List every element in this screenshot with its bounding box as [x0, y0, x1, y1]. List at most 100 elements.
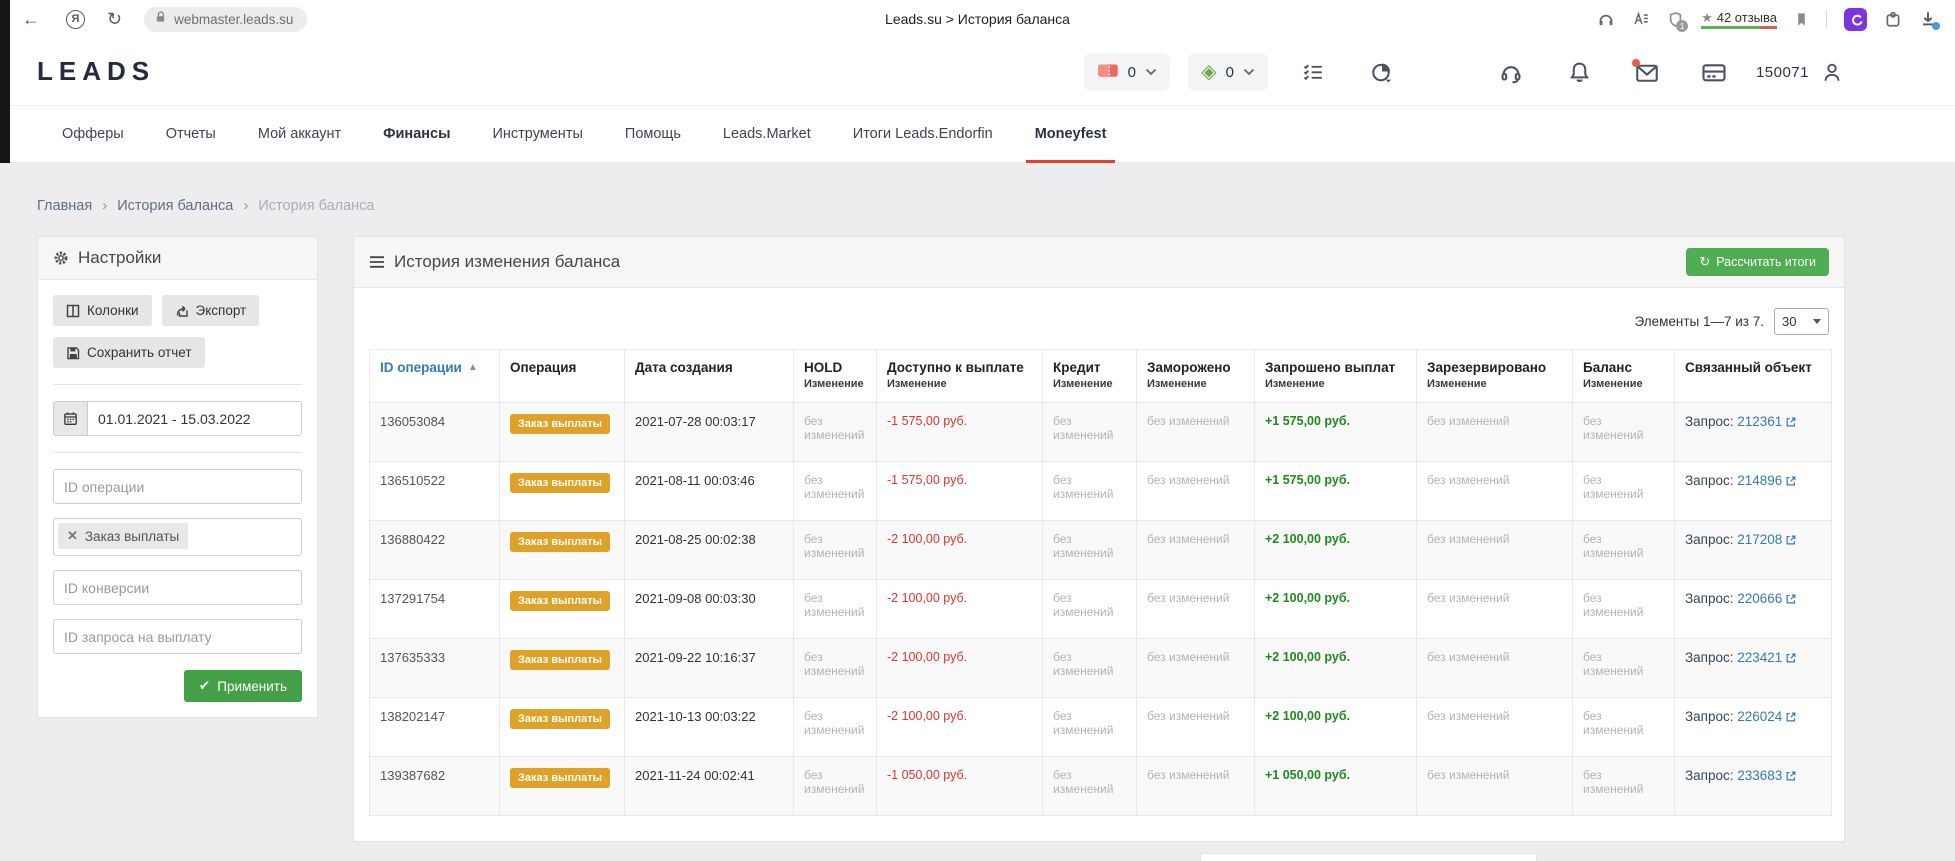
nav-item-moneyfest[interactable]: Moneyfest	[1014, 106, 1128, 162]
operation-type-tag[interactable]: ✕ Заказ выплаты	[58, 523, 188, 549]
request-link[interactable]: 217208	[1737, 532, 1782, 547]
breadcrumb-separator: ›	[243, 197, 248, 214]
nav-item-endorfin[interactable]: Итоги Leads.Endorfin	[832, 106, 1014, 162]
downloads-icon[interactable]	[1919, 10, 1937, 28]
address-bar[interactable]: webmaster.leads.su	[144, 7, 307, 32]
nav-item-help[interactable]: Помощь	[604, 106, 702, 162]
wallet-icon	[1097, 61, 1119, 84]
check-icon: ✔	[199, 678, 210, 694]
external-link-icon[interactable]	[1785, 534, 1797, 546]
breadcrumb: Главная › История баланса › История бала…	[37, 197, 1955, 214]
external-link-icon[interactable]	[1785, 475, 1797, 487]
save-report-button[interactable]: Сохранить отчет	[53, 337, 205, 368]
purple-extension-icon[interactable]	[1844, 8, 1867, 31]
col-related-object: Связанный объект	[1675, 350, 1832, 403]
remove-tag-icon[interactable]: ✕	[67, 528, 78, 544]
nav-item-account[interactable]: Мой аккаунт	[237, 106, 362, 162]
bonus-count: 0	[1226, 64, 1234, 81]
download-progress-dot	[1932, 22, 1940, 30]
table-row: 136880422 Заказ выплаты 2021-08-25 00:02…	[370, 521, 1832, 580]
date-range-input[interactable]	[88, 402, 301, 435]
recalculate-button[interactable]: ↻ Рассчитать итоги	[1686, 248, 1829, 276]
refresh-icon: ↻	[1699, 254, 1710, 270]
table-row: 137291754 Заказ выплаты 2021-09-08 00:03…	[370, 580, 1832, 639]
extensions-icon[interactable]	[1884, 10, 1902, 28]
request-link[interactable]: 214896	[1737, 473, 1782, 488]
bookmark-icon[interactable]	[1794, 11, 1809, 28]
sort-asc-icon[interactable]: ▲	[468, 362, 478, 373]
balance-history-table: ID операции▲ Операция Дата создания HOLD…	[369, 349, 1832, 816]
checklist-icon[interactable]	[1301, 61, 1325, 83]
col-operation-id[interactable]: ID операции▲	[370, 350, 500, 403]
headphones-icon[interactable]	[1597, 10, 1615, 28]
user-menu[interactable]: 150071	[1756, 61, 1843, 84]
request-link[interactable]: 212361	[1737, 414, 1782, 429]
chevron-down-icon	[1145, 68, 1157, 76]
page-title: История изменения баланса	[394, 252, 620, 272]
table-row: 137635333 Заказ выплаты 2021-09-22 10:16…	[370, 639, 1832, 698]
columns-icon	[66, 304, 80, 318]
list-icon	[369, 255, 385, 269]
export-icon	[175, 304, 189, 318]
balance-history-panel: История изменения баланса ↻ Рассчитать и…	[353, 236, 1845, 842]
leads-logo[interactable]: LEADS	[37, 56, 155, 87]
support-headset-icon[interactable]	[1499, 60, 1523, 84]
messages-icon[interactable]	[1635, 62, 1659, 83]
page-content: Главная › История баланса › История бала…	[0, 163, 1955, 842]
external-link-icon[interactable]	[1785, 416, 1797, 428]
back-icon[interactable]: ←	[22, 10, 40, 28]
date-range-picker[interactable]	[53, 401, 302, 436]
nav-item-leads-market[interactable]: Leads.Market	[702, 106, 832, 162]
settings-panel-header: Настройки	[38, 237, 317, 280]
operation-badge: Заказ выплаты	[510, 709, 610, 729]
page-size-select[interactable]: 30	[1774, 308, 1829, 335]
star-icon: ★	[1701, 10, 1713, 26]
balance-history-header: История изменения баланса ↻ Рассчитать и…	[354, 237, 1844, 288]
request-link[interactable]: 220666	[1737, 591, 1782, 606]
nav-item-reports[interactable]: Отчеты	[145, 106, 237, 162]
tickets-counter[interactable]: 0	[1084, 53, 1170, 91]
export-button[interactable]: Экспорт	[162, 295, 260, 326]
external-link-icon[interactable]	[1785, 593, 1797, 605]
operation-id-input[interactable]	[53, 469, 302, 504]
col-operation: Операция	[500, 350, 625, 403]
request-link[interactable]: 223421	[1737, 650, 1782, 665]
next-panel-edge	[1200, 853, 1537, 861]
external-link-icon[interactable]	[1785, 652, 1797, 664]
yandex-browser-icon[interactable]: Я	[66, 10, 85, 29]
request-link[interactable]: 226024	[1737, 709, 1782, 724]
breadcrumb-home[interactable]: Главная	[37, 198, 92, 214]
nav-item-tools[interactable]: Инструменты	[471, 106, 603, 162]
settings-title: Настройки	[78, 248, 161, 268]
pie-chart-icon[interactable]	[1370, 61, 1393, 83]
external-link-icon[interactable]	[1785, 770, 1797, 782]
external-link-icon[interactable]	[1785, 711, 1797, 723]
col-hold: HOLDИзменение	[794, 350, 877, 403]
reviews-widget[interactable]: ★ 42 отзыва	[1701, 10, 1777, 29]
breadcrumb-balance-history[interactable]: История баланса	[117, 198, 233, 214]
nav-item-offers[interactable]: Офферы	[41, 106, 145, 162]
table-row: 136053084 Заказ выплаты 2021-07-28 00:03…	[370, 403, 1832, 462]
payout-request-id-input[interactable]	[53, 619, 302, 654]
request-link[interactable]: 233683	[1737, 768, 1782, 783]
screen-edge-strip	[0, 0, 10, 163]
reader-mode-icon[interactable]	[1632, 10, 1650, 28]
conversion-id-input[interactable]	[53, 570, 302, 605]
notifications-bell-icon[interactable]	[1568, 60, 1591, 84]
refresh-icon[interactable]: ↻	[107, 10, 122, 28]
operation-type-filter[interactable]: ✕ Заказ выплаты	[53, 518, 302, 556]
settings-gear-icon	[53, 250, 69, 266]
divider	[53, 452, 302, 453]
nav-item-finances[interactable]: Финансы	[362, 106, 471, 162]
url-text: webmaster.leads.su	[174, 12, 293, 27]
breadcrumb-separator: ›	[102, 197, 107, 214]
protect-icon[interactable]: 1	[1667, 11, 1684, 28]
bonus-counter[interactable]: ◈ 0	[1188, 53, 1268, 91]
billing-card-icon[interactable]	[1701, 62, 1727, 83]
app-header: LEADS 0 ◈ 0	[0, 38, 1955, 106]
columns-button[interactable]: Колонки	[53, 295, 152, 326]
apply-button[interactable]: ✔ Применить	[184, 670, 302, 702]
tickets-count: 0	[1128, 64, 1136, 81]
user-id: 150071	[1756, 64, 1809, 81]
diamond-icon: ◈	[1201, 62, 1216, 82]
